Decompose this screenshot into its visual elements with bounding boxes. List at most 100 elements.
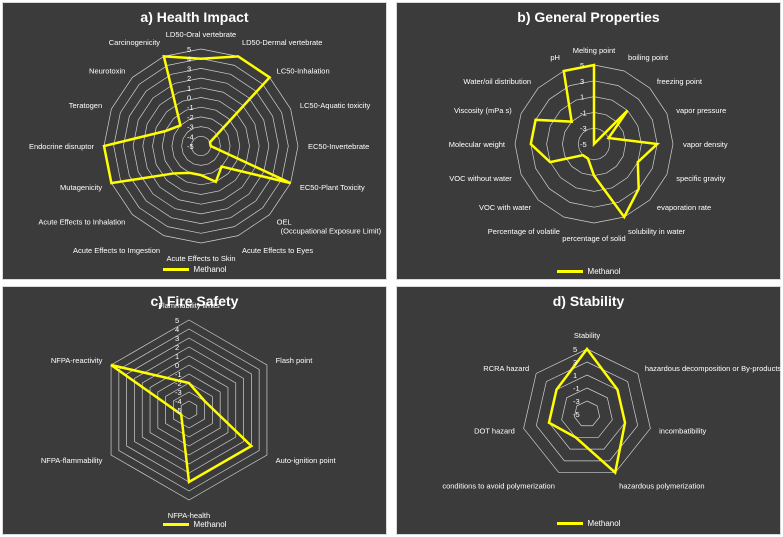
- category-label: hazardous decomposition or By-products: [645, 364, 782, 373]
- grid-ring: [190, 135, 212, 157]
- tick-label: -4: [175, 397, 182, 406]
- category-label: Percentage of volatile: [488, 227, 560, 236]
- tick-label: 2: [175, 343, 179, 352]
- series-line-methanol: [547, 346, 627, 475]
- grid-ring: [132, 77, 270, 215]
- grid-ring: [134, 346, 244, 474]
- category-label: Teratogen: [69, 101, 102, 110]
- grid-ring: [181, 126, 221, 166]
- tick-label: 3: [175, 334, 179, 343]
- tick-label: -1: [175, 370, 182, 379]
- grid-ring: [161, 106, 241, 186]
- panel-general-properties: b) General Properties 5 3 1 -1 -3 -5 Melting p…: [396, 2, 781, 280]
- category-label: DOT hazard: [474, 426, 515, 435]
- panel-health-impact: a) Health Impact 5 4 3 2 1 0 -1 -2 -3 -4 -5 LD50-Or…: [2, 2, 387, 280]
- category-label: Neurotoxin: [89, 66, 125, 75]
- category-label: Water/oil distribution: [463, 77, 531, 86]
- tick-label: 5: [187, 45, 191, 54]
- tick-label: -2: [175, 379, 182, 388]
- legend-swatch: [162, 523, 189, 527]
- tick-label: 3: [187, 64, 191, 73]
- category-label: freezing point: [657, 77, 703, 86]
- tick-label: 1: [580, 93, 584, 102]
- category-label: RCRA hazard: [483, 364, 529, 373]
- grid-ring: [165, 382, 213, 438]
- legend-swatch: [162, 268, 189, 272]
- category-label: LC50-Aquatic toxicity: [300, 101, 371, 110]
- grid-ring: [573, 400, 601, 427]
- grid-ring: [530, 80, 658, 208]
- category-label: Flash point: [276, 356, 314, 365]
- grid-ring: [561, 387, 613, 438]
- category-label: incombatibility: [659, 426, 706, 435]
- category-label: Viscosity (mPa s): [454, 106, 512, 115]
- tick-label: -1: [580, 108, 587, 117]
- tick-label: -2: [187, 113, 194, 122]
- grid-ring: [157, 373, 221, 447]
- category-label: pH: [550, 53, 560, 62]
- category-label: specific gravity: [676, 174, 725, 183]
- category-label: Melting point: [573, 46, 616, 55]
- category-label: Endocrine disruptor: [29, 142, 95, 151]
- tick-label: -3: [187, 123, 194, 132]
- tick-label: -3: [175, 388, 182, 397]
- category-label: LC50-Inhalation: [277, 66, 330, 75]
- tick-label: 0: [175, 361, 179, 370]
- chart-title: d) Stability: [552, 293, 625, 309]
- legend-label: Methanol: [587, 267, 621, 276]
- grid-ring: [103, 48, 299, 244]
- grid-ring: [180, 400, 198, 420]
- tick-label: 0: [187, 94, 191, 103]
- category-label: LD50-Dermal vertebrate: [242, 38, 322, 47]
- radar-chart-stability: 5 3 1 -1 -3 -5 Stability hazardous decompositio…: [442, 331, 782, 491]
- tick-label: 1: [573, 371, 577, 380]
- category-label: hazardous polymerization: [619, 482, 704, 491]
- legend: Methanol: [3, 265, 386, 274]
- tick-label: 5: [580, 61, 584, 70]
- grid-ring: [142, 87, 260, 205]
- tick-label: 5: [175, 316, 179, 325]
- chart-title: c) Fire Safety: [150, 293, 239, 309]
- grid-ring: [113, 58, 289, 234]
- tick-label: 2: [187, 74, 191, 83]
- category-label: solubility in water: [628, 227, 686, 236]
- tick-label: -1: [573, 384, 580, 393]
- category-label: OEL (Occupational Exposure Limit): [277, 218, 382, 236]
- category-label: Stability: [574, 331, 601, 340]
- category-label: boiling point: [628, 53, 669, 62]
- category-label: percentage of solid: [562, 234, 625, 243]
- category-label: Acute Effects to Inhalation: [38, 218, 125, 227]
- grid-ring: [123, 68, 279, 224]
- category-label: evaporation rate: [657, 203, 711, 212]
- category-label: Acute Effects to Eyes: [242, 246, 313, 255]
- category-label: Molecular weight: [449, 140, 506, 149]
- panel-fire-safety: c) Fire Safety 5 4 3 2 1 0 -1 -2 -3 -4 -5 Flammabil…: [2, 286, 387, 535]
- tick-label: 4: [187, 55, 191, 64]
- category-label: Carcinogenicity: [109, 38, 161, 47]
- category-label: EC50-Plant Toxicity: [300, 183, 365, 192]
- chart-title: b) General Properties: [517, 9, 660, 25]
- category-label: Acute Effects to Imgestion: [73, 246, 160, 255]
- tick-label: -3: [580, 124, 587, 133]
- tick-label: -1: [187, 103, 194, 112]
- grid-ring: [118, 328, 260, 492]
- legend-swatch: [556, 522, 583, 526]
- category-label: VOC with water: [479, 203, 532, 212]
- grid-ring: [577, 127, 611, 161]
- series-line-methanol: [110, 363, 254, 485]
- tick-label: 5: [573, 345, 577, 354]
- category-label: Acute Effects to Skin: [166, 254, 235, 263]
- tick-label: -5: [580, 140, 587, 149]
- legend: Methanol: [397, 267, 780, 276]
- grid-ring: [149, 364, 229, 456]
- tick-label: 3: [573, 358, 577, 367]
- tick-label: 3: [580, 77, 584, 86]
- panel-stability: d) Stability 5 3 1 -1 -3 -5 Stability hazardous…: [396, 286, 781, 535]
- category-label: Auto-ignition point: [276, 456, 337, 465]
- category-label: vapor pressure: [676, 106, 726, 115]
- category-label: EC50-Invertebrate: [308, 142, 369, 151]
- category-label: LD50-Oral vertebrate: [166, 30, 236, 39]
- legend: Methanol: [397, 519, 780, 528]
